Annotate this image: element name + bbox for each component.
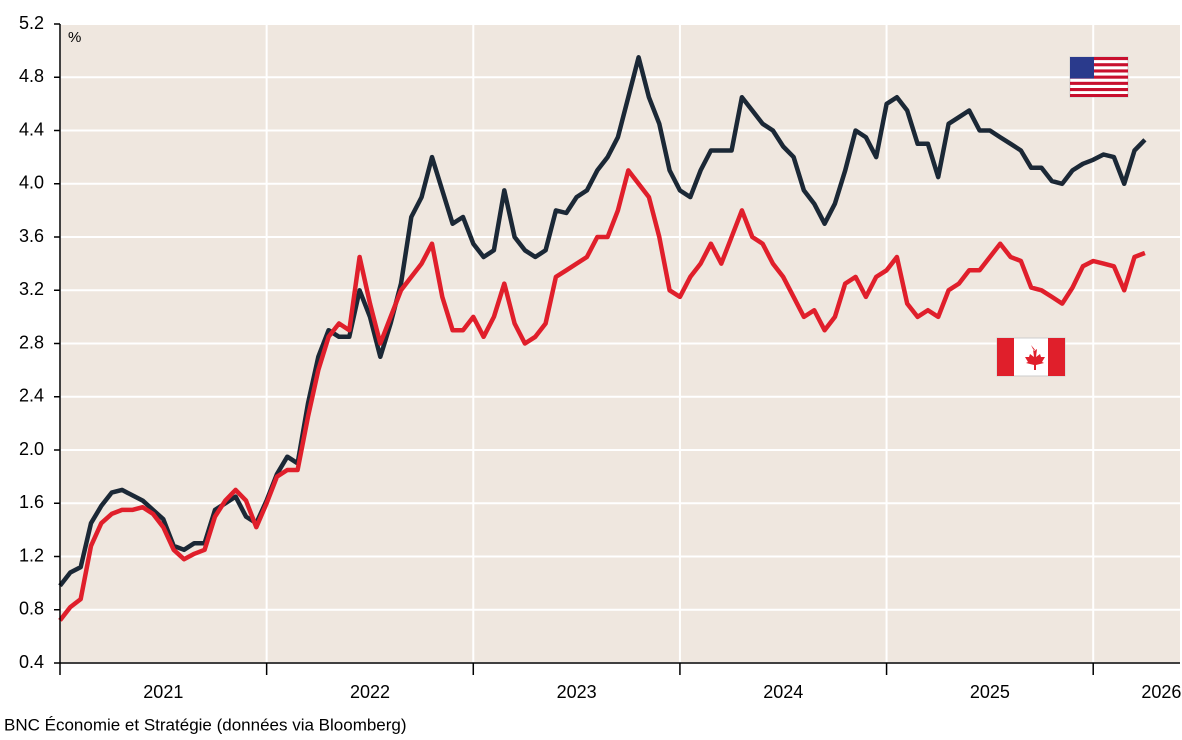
- y-tick-label: 1.2: [19, 545, 44, 565]
- y-tick-label: 0.4: [19, 652, 44, 672]
- y-tick-label: 4.8: [19, 66, 44, 86]
- source-note: BNC Économie et Stratégie (données via B…: [4, 715, 407, 734]
- y-tick-label: 3.6: [19, 226, 44, 246]
- y-tick-label: 1.6: [19, 492, 44, 512]
- y-tick-label: 4.4: [19, 119, 44, 139]
- y-tick-label: 3.2: [19, 279, 44, 299]
- x-tick-label: 2021: [143, 682, 183, 702]
- x-tick-label: 2022: [350, 682, 390, 702]
- lines: [58, 55, 1147, 622]
- unit-label: %: [68, 29, 81, 46]
- series-line: [58, 168, 1146, 622]
- y-tick-label: 2.4: [19, 386, 44, 406]
- series-line: [58, 55, 1147, 588]
- x-tick-label: 2026: [1141, 682, 1181, 702]
- x-tick-label: 2023: [557, 682, 597, 702]
- y-tick-label: 2.8: [19, 332, 44, 352]
- y-tick-label: 0.8: [19, 599, 44, 619]
- canada-flag: [996, 337, 1066, 377]
- x-tick-label: 2024: [763, 682, 803, 702]
- y-tick-label: 5.2: [19, 13, 44, 33]
- y-tick-label: 4.0: [19, 173, 44, 193]
- x-tick-label: 2025: [970, 682, 1010, 702]
- y-tick-label: 2.0: [19, 439, 44, 459]
- us-flag: [1069, 56, 1129, 98]
